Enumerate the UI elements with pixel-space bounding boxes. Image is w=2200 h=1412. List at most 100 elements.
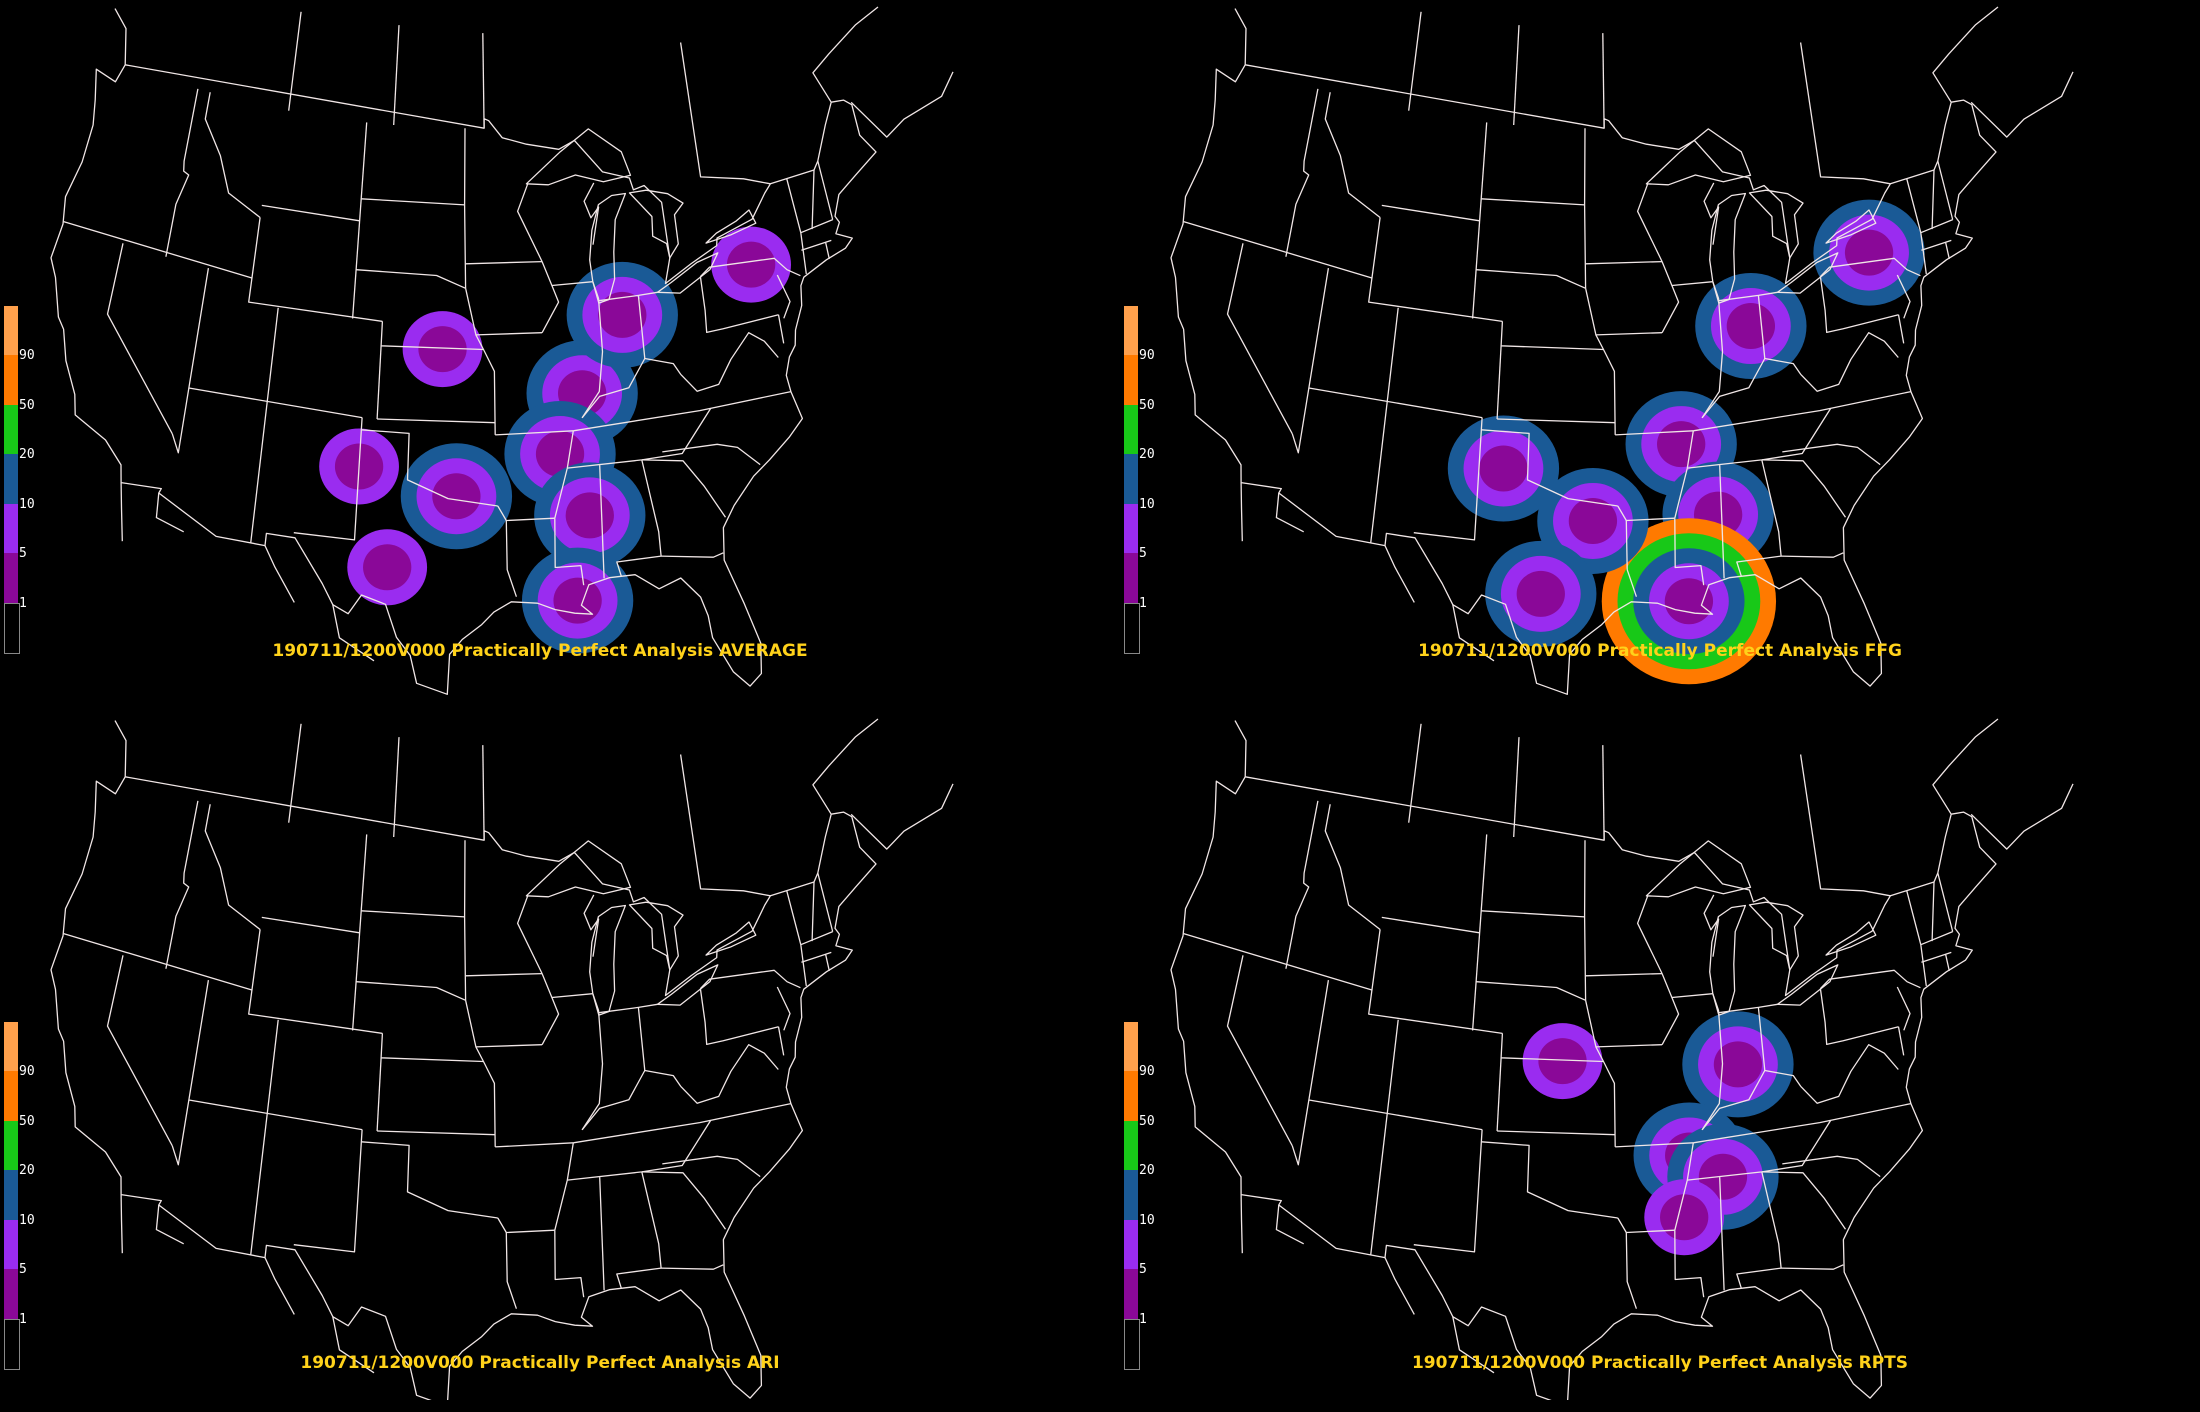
- state-border: [361, 198, 465, 206]
- lake-outline: [705, 921, 757, 956]
- neighbor-border: [114, 720, 127, 777]
- legend-label: 10: [1139, 496, 1155, 512]
- legend-swatch: [1124, 1170, 1138, 1220]
- lake-outline: [1748, 189, 1804, 259]
- probability-blob: [521, 547, 634, 654]
- state-border: [641, 1171, 727, 1230]
- probability-blob: [1485, 540, 1597, 647]
- lake-outline: [656, 964, 719, 1006]
- state-border: [351, 122, 368, 319]
- state-border: [801, 951, 832, 963]
- state-border: [261, 204, 360, 222]
- map-panel-ari: 90 50 20 10 5 1 190711/1200V000 Practically P…: [0, 712, 1100, 1412]
- lake-outline: [525, 128, 632, 186]
- state-border: [680, 1044, 779, 1104]
- contour-ring: [726, 241, 776, 288]
- color-legend: 90 50 20 10 5 1: [1124, 1022, 1155, 1370]
- state-border: [1583, 128, 1587, 289]
- state-border: [551, 281, 593, 287]
- state-border: [1584, 288, 1616, 435]
- legend-label: 10: [1139, 1212, 1155, 1228]
- state-border: [1937, 160, 1954, 220]
- state-border: [583, 894, 600, 957]
- state-border: [1761, 1171, 1847, 1230]
- state-border: [465, 260, 543, 265]
- legend-swatch: [1124, 1318, 1140, 1370]
- legend-swatch: [4, 306, 18, 356]
- state-border: [581, 1069, 682, 1131]
- legend-swatch: [4, 1219, 18, 1270]
- legend-label: 1: [19, 595, 27, 611]
- lake-outline: [525, 840, 632, 898]
- state-border: [1944, 242, 1950, 260]
- probability-blob: [1682, 1011, 1794, 1118]
- legend-label: 50: [19, 397, 35, 413]
- state-border: [541, 261, 560, 334]
- state-border: [699, 276, 779, 334]
- state-border: [361, 429, 498, 507]
- state-border: [581, 993, 604, 1131]
- legend-label: 90: [1139, 348, 1155, 364]
- probability-blob: [566, 261, 678, 368]
- legend-swatch: [4, 355, 18, 405]
- state-border: [599, 1177, 605, 1291]
- legend-label: 20: [1139, 1163, 1155, 1179]
- neighbor-border: [1799, 754, 1891, 897]
- legend-label: 5: [19, 546, 27, 562]
- contour-ring: [565, 492, 614, 539]
- state-border: [817, 872, 834, 932]
- state-border: [165, 800, 199, 969]
- state-border: [63, 220, 253, 279]
- state-border: [505, 1232, 518, 1309]
- lake-outline: [1748, 901, 1804, 971]
- state-border: [1585, 972, 1663, 977]
- state-border: [356, 269, 466, 289]
- state-border: [1819, 257, 1921, 278]
- legend-label: 20: [19, 1163, 35, 1179]
- state-border: [1476, 981, 1586, 1001]
- state-border: [616, 1171, 662, 1289]
- state-border: [1896, 274, 1911, 319]
- map-panel-ffg: 90 50 20 10 5 1 190711/1200V000 Practically P…: [1120, 0, 2200, 700]
- state-border: [1183, 220, 1373, 279]
- state-border: [1636, 183, 1663, 262]
- map-canvas: [50, 718, 954, 1400]
- state-border: [1703, 182, 1720, 245]
- neighbor-border: [1275, 1204, 1304, 1245]
- state-border: [1381, 916, 1480, 934]
- state-border: [1687, 1120, 1832, 1181]
- neighbor-border: [1602, 745, 1605, 841]
- state-border: [1481, 429, 1618, 507]
- basemap: [1170, 6, 2074, 695]
- legend-label: 90: [1139, 1064, 1155, 1080]
- state-border: [1937, 872, 1954, 932]
- state-border: [1324, 92, 1381, 219]
- state-border: [1661, 973, 1680, 1046]
- state-border: [475, 1044, 543, 1048]
- state-border: [554, 1230, 585, 1298]
- us-coastline: [50, 64, 877, 695]
- state-border: [1819, 988, 1899, 1046]
- neighbor-border: [812, 6, 879, 103]
- state-border: [824, 242, 830, 260]
- state-border: [464, 288, 496, 435]
- state-border: [1370, 307, 1399, 544]
- legend-swatch: [1124, 1071, 1138, 1121]
- state-border: [250, 1019, 279, 1256]
- state-border: [1819, 969, 1921, 990]
- state-border: [361, 1141, 498, 1219]
- lake-outline: [589, 192, 627, 304]
- legend-label: 1: [1139, 595, 1147, 611]
- state-border: [165, 88, 199, 257]
- legend-label: 5: [19, 1262, 27, 1278]
- state-border: [776, 274, 791, 319]
- legend-swatch: [4, 1071, 18, 1121]
- lake-outline: [1709, 192, 1747, 304]
- lake-outline: [705, 209, 757, 244]
- neighbor-border: [1240, 1194, 1243, 1254]
- contour-ring: [1660, 1194, 1709, 1241]
- legend-swatch: [4, 602, 20, 654]
- probability-blob: [711, 226, 792, 303]
- state-border: [567, 408, 712, 469]
- neighbor-border: [264, 1257, 295, 1315]
